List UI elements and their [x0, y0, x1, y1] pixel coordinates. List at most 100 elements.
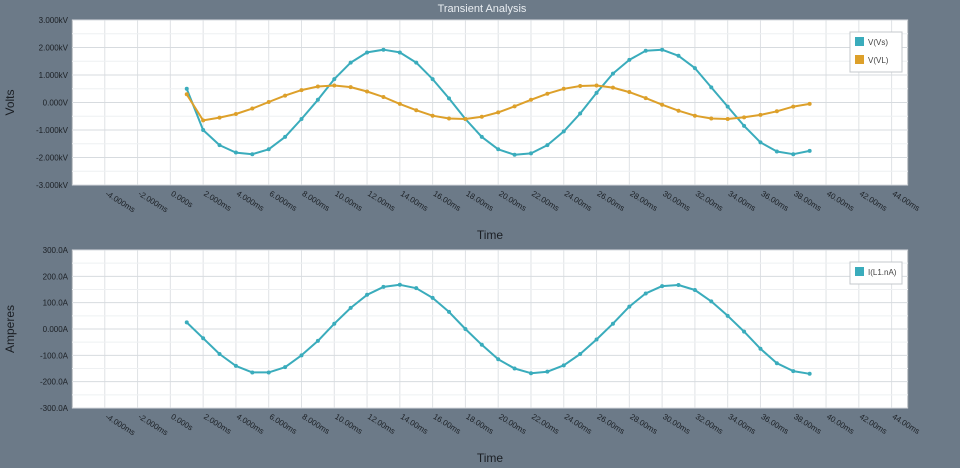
data-point: [430, 295, 435, 300]
data-point: [299, 353, 304, 358]
data-point: [414, 108, 419, 113]
y-tick-label: 2.000kV: [39, 44, 69, 53]
legend: V(Vs) V(VL): [849, 31, 903, 73]
y-tick-label: 0.000V: [43, 99, 69, 108]
data-point: [528, 371, 533, 376]
data-point: [660, 284, 665, 289]
y-tick-label: 1.000kV: [39, 71, 69, 80]
data-point: [266, 370, 271, 375]
data-point: [578, 352, 583, 357]
data-point: [758, 346, 763, 351]
data-point: [463, 327, 468, 331]
data-point: [561, 129, 566, 134]
data-point: [774, 109, 779, 114]
x-tick-label: 38.00ms: [792, 412, 823, 436]
x-tick-label: 12.00ms: [366, 189, 397, 213]
x-tick-label: 28.00ms: [628, 189, 659, 213]
data-point: [430, 113, 435, 118]
data-point: [348, 85, 353, 90]
x-tick-label: 2.000ms: [202, 189, 233, 213]
data-point: [283, 365, 288, 370]
data-point: [594, 90, 599, 95]
x-tick-label: 24.00ms: [563, 189, 594, 213]
x-tick-label: 14.00ms: [399, 412, 430, 436]
data-point: [397, 101, 402, 106]
data-point: [561, 363, 566, 368]
x-tick-label: 6.000ms: [268, 189, 299, 213]
legend-swatch: [855, 55, 864, 64]
data-point: [250, 152, 255, 157]
data-point: [709, 85, 714, 90]
data-point: [266, 99, 271, 104]
x-tick-label: 32.00ms: [694, 189, 725, 213]
x-tick-label: 8.000ms: [300, 412, 331, 436]
data-point: [545, 143, 550, 148]
data-point: [397, 50, 402, 55]
data-point: [676, 53, 681, 58]
x-tick-label: -2.000ms: [137, 412, 170, 437]
y-tick-label: -100.0A: [40, 351, 69, 360]
data-point: [725, 117, 730, 121]
x-tick-label: 30.00ms: [661, 412, 692, 436]
data-point: [397, 282, 402, 287]
x-tick-label: 32.00ms: [694, 412, 725, 436]
data-point: [348, 305, 353, 310]
x-tick-label: 20.00ms: [497, 412, 528, 436]
data-point: [447, 309, 452, 314]
data-point: [578, 111, 583, 116]
x-tick-label: 4.000ms: [235, 189, 266, 213]
data-point: [233, 112, 238, 117]
x-tick-label: 8.000ms: [300, 189, 331, 213]
x-tick-label: 34.00ms: [727, 189, 758, 213]
data-point: [594, 83, 599, 88]
data-point: [660, 102, 665, 107]
data-point: [643, 291, 648, 296]
x-tick-label: 4.000ms: [235, 412, 266, 436]
data-point: [709, 116, 714, 121]
x-tick-label: 20.00ms: [497, 189, 528, 213]
data-point: [217, 115, 222, 120]
x-tick-label: 2.000ms: [202, 412, 233, 436]
x-tick-label: 44.00ms: [891, 412, 922, 436]
current-chart: 300.0A 200.0A 100.0A 0.000A -100.0A -200.0A -3…: [3, 246, 921, 465]
data-point: [365, 89, 370, 94]
x-tick-label: 40.00ms: [825, 412, 856, 436]
y-axis-title: Volts: [3, 89, 17, 115]
x-tick-label: 0.000s: [169, 189, 194, 209]
data-point: [758, 112, 763, 117]
x-tick-label: 14.00ms: [399, 189, 430, 213]
data-point: [217, 143, 222, 148]
y-tick-label: -200.0A: [40, 378, 69, 387]
x-tick-label: 10.00ms: [333, 412, 364, 436]
data-point: [414, 60, 419, 65]
data-point: [217, 352, 222, 357]
data-point: [528, 97, 533, 102]
data-point: [201, 118, 206, 123]
x-tick-label: 18.00ms: [464, 412, 495, 436]
legend-label: V(Vs): [868, 38, 888, 47]
data-point: [545, 91, 550, 96]
data-point: [332, 83, 337, 88]
x-tick-label: -4.000ms: [104, 412, 137, 437]
data-point: [447, 116, 452, 121]
x-tick-label: 10.00ms: [333, 189, 364, 213]
data-point: [381, 95, 386, 99]
data-point: [643, 96, 648, 101]
data-point: [184, 92, 189, 97]
data-point: [365, 292, 370, 297]
data-point: [184, 320, 189, 325]
data-point: [676, 283, 681, 288]
x-tick-label: 36.00ms: [759, 189, 790, 213]
data-point: [791, 369, 796, 374]
y-axis-title: Amperes: [3, 305, 17, 353]
x-tick-label: 18.00ms: [464, 189, 495, 213]
data-point: [266, 147, 271, 152]
legend: I(L1.nA): [849, 261, 903, 285]
x-tick-label: 6.000ms: [268, 412, 299, 436]
data-point: [512, 104, 517, 109]
x-tick-label: 12.00ms: [366, 412, 397, 436]
data-point: [299, 88, 304, 93]
x-tick-label: -4.000ms: [104, 189, 137, 214]
x-tick-label: 30.00ms: [661, 189, 692, 213]
